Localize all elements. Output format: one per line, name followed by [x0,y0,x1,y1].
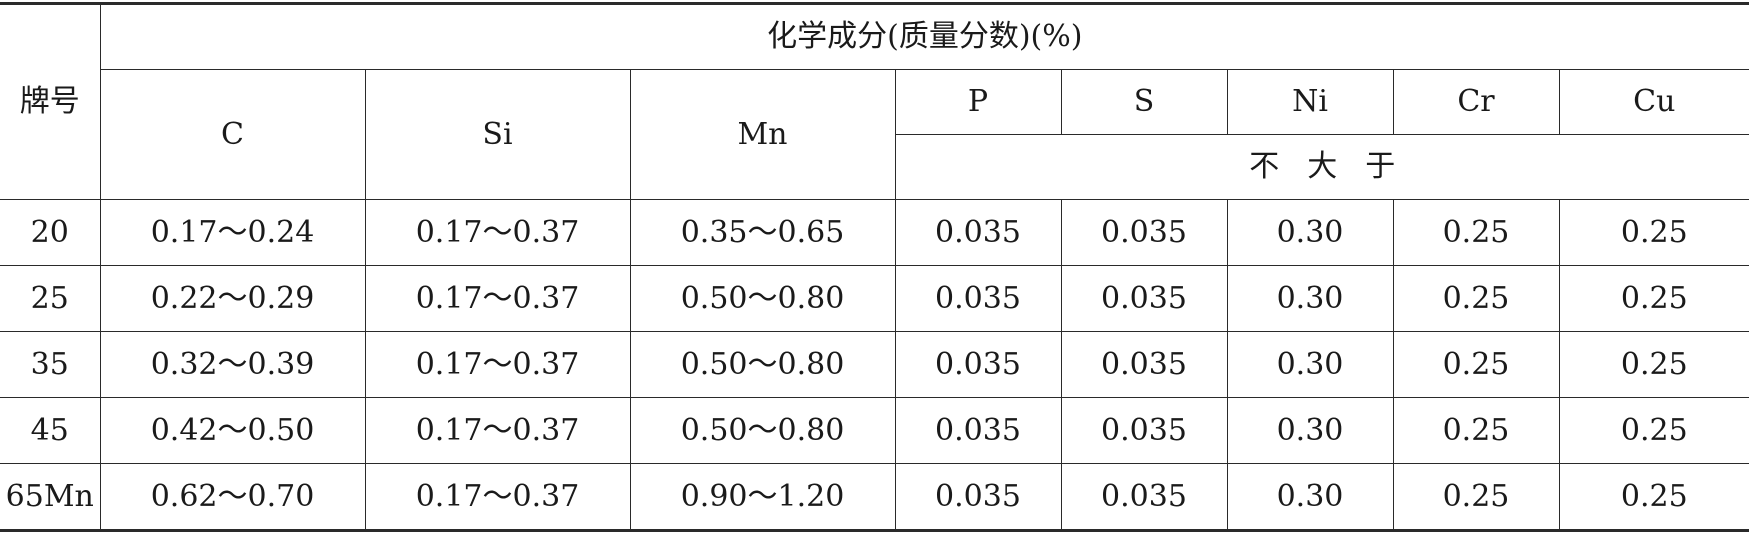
header-row-1: 牌号 化学成分(质量分数)(%) [0,3,1749,200]
header-row-2: C Si Mn P S Ni Cr Cu [0,69,1749,200]
cell-p: 0.035 [894,331,1062,398]
column-header-cu: Cu [1558,69,1749,135]
header-row-3: 不大于 [0,134,1749,200]
cell-c: 0.62～0.70 [99,463,366,531]
cell-s: 0.035 [1060,331,1228,398]
cell-cr: 0.25 [1392,265,1560,332]
column-header-cr: Cr [1392,69,1560,135]
cell-grade: 20 [0,199,101,266]
cell-ni: 0.30 [1226,331,1394,398]
cell-c: 0.32～0.39 [99,331,366,398]
cell-ni: 0.30 [1226,199,1394,266]
cell-mn: 0.50～0.80 [629,265,896,332]
table-body: 20 0.17～0.24 0.17～0.37 0.35～0.65 0.035 0.035 0… [0,199,1749,531]
column-header-c: C [100,69,366,200]
composition-group-header: 化学成分(质量分数)(%) [99,3,1749,70]
column-header-ni: Ni [1226,69,1394,135]
cell-si: 0.17～0.37 [364,463,631,531]
cell-si: 0.17～0.37 [364,199,631,266]
cell-c: 0.42～0.50 [99,397,366,464]
table-row: 20 0.17～0.24 0.17～0.37 0.35～0.65 0.035 0.035 0… [0,199,1749,266]
cell-s: 0.035 [1060,199,1228,266]
cell-s: 0.035 [1060,265,1228,332]
table-row: 45 0.42～0.50 0.17～0.37 0.50～0.80 0.035 0.035 0… [0,397,1749,464]
grade-header: 牌号 [0,3,101,200]
cell-cu: 0.25 [1558,397,1749,464]
cell-cr: 0.25 [1392,199,1560,266]
cell-mn: 0.90～1.20 [629,463,896,531]
cell-mn: 0.50～0.80 [629,397,896,464]
cell-p: 0.035 [894,463,1062,531]
cell-grade: 45 [0,397,101,464]
cell-ni: 0.30 [1226,397,1394,464]
max-limit-note: 不大于 [895,134,1749,200]
column-header-s: S [1060,69,1228,135]
cell-ni: 0.30 [1226,463,1394,531]
cell-mn: 0.50～0.80 [629,331,896,398]
cell-si: 0.17～0.37 [364,265,631,332]
cell-cr: 0.25 [1392,331,1560,398]
cell-ni: 0.30 [1226,265,1394,332]
cell-c: 0.17～0.24 [99,199,366,266]
column-header-si: Si [364,69,631,200]
cell-cu: 0.25 [1558,463,1749,531]
cell-s: 0.035 [1060,397,1228,464]
cell-grade: 35 [0,331,101,398]
cell-si: 0.17～0.37 [364,397,631,464]
cell-cu: 0.25 [1558,331,1749,398]
cell-p: 0.035 [894,397,1062,464]
cell-s: 0.035 [1060,463,1228,531]
cell-p: 0.035 [894,199,1062,266]
table-row: 25 0.22～0.29 0.17～0.37 0.50～0.80 0.035 0.035 0… [0,265,1749,332]
column-header-p: P [894,69,1062,135]
cell-cu: 0.25 [1558,265,1749,332]
column-header-mn: Mn [629,69,896,200]
cell-cu: 0.25 [1558,199,1749,266]
cell-cr: 0.25 [1392,397,1560,464]
table-row: 65Mn 0.62～0.70 0.17～0.37 0.90～1.20 0.035 0.03… [0,463,1749,531]
cell-grade: 65Mn [0,463,101,531]
cell-p: 0.035 [894,265,1062,332]
cell-cr: 0.25 [1392,463,1560,531]
cell-mn: 0.35～0.65 [629,199,896,266]
cell-c: 0.22～0.29 [99,265,366,332]
cell-si: 0.17～0.37 [364,331,631,398]
cell-grade: 25 [0,265,101,332]
table-row: 35 0.32～0.39 0.17～0.37 0.50～0.80 0.035 0.035 0… [0,331,1749,398]
